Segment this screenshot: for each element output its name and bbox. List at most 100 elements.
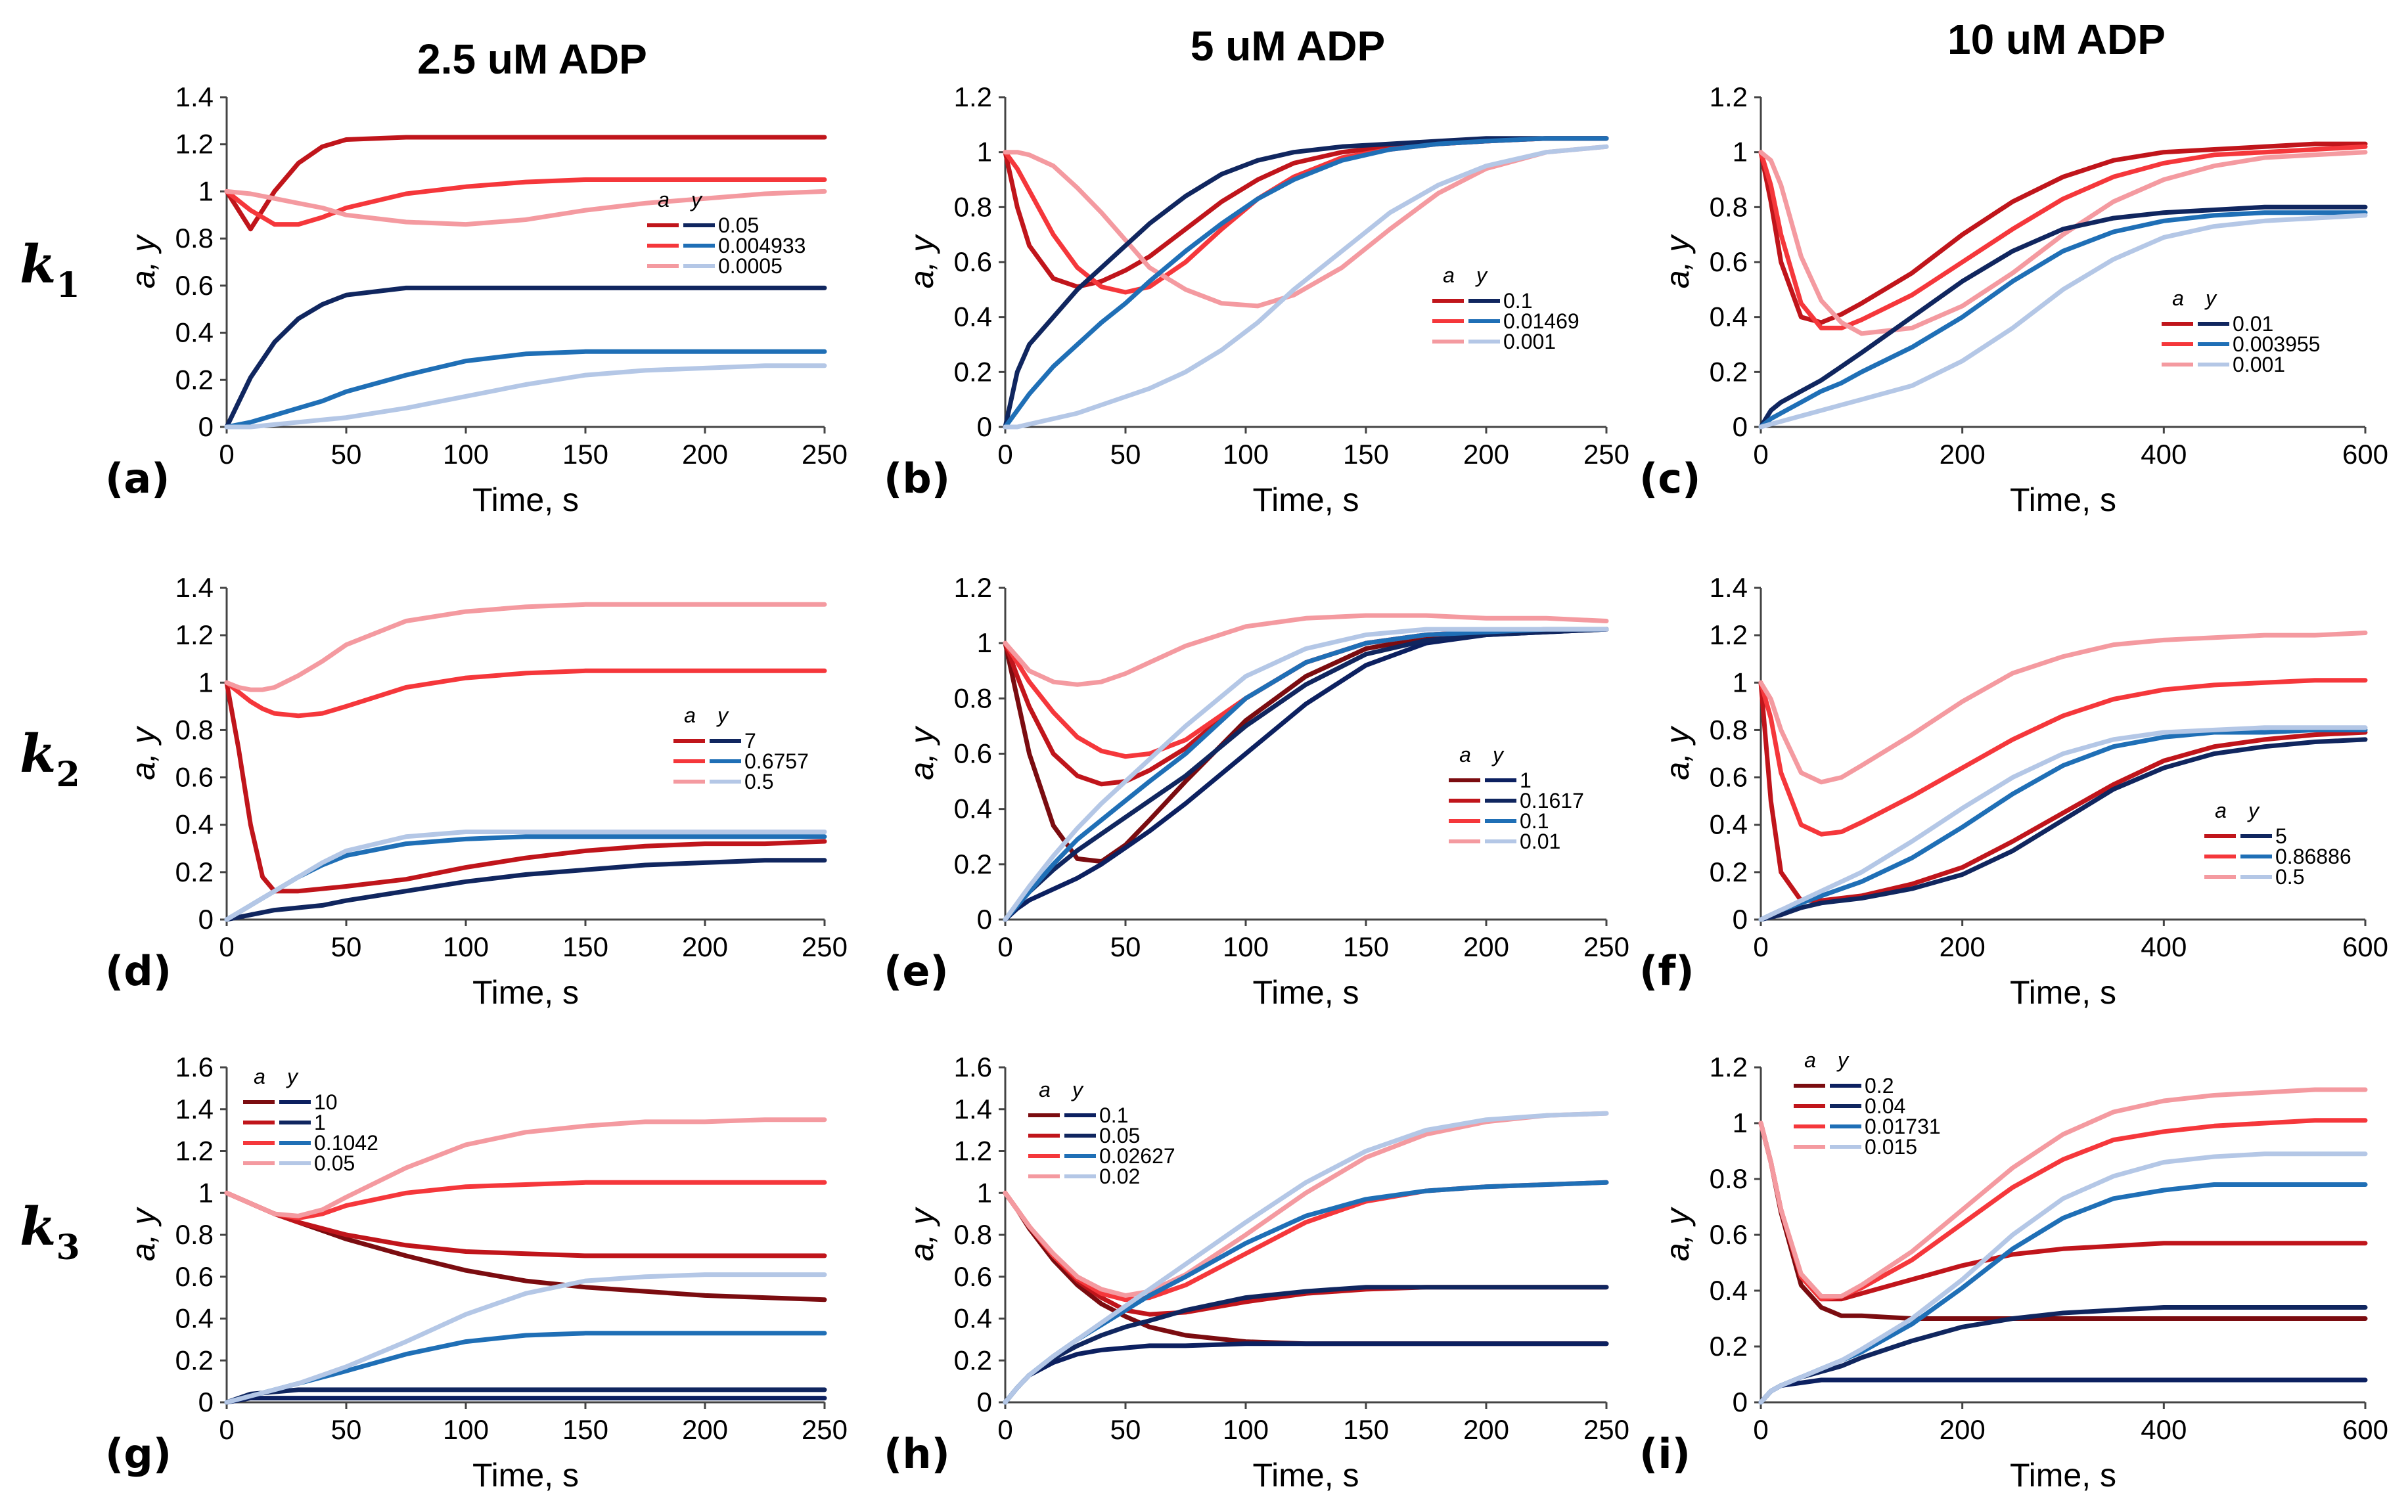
x-tick-label: 200 xyxy=(1940,1414,1986,1445)
y-tick-label: 0.2 xyxy=(1710,856,1748,887)
series-line xyxy=(224,177,827,227)
legend-label: 0.05 xyxy=(314,1151,355,1175)
x-tick-label: 250 xyxy=(1583,931,1629,962)
series-line xyxy=(1758,680,2368,903)
series-line xyxy=(1003,144,1609,430)
y-tick-label: 0.6 xyxy=(954,246,992,277)
y-tick-label: 0.8 xyxy=(1710,714,1748,745)
legend-label: 10 xyxy=(314,1090,338,1114)
y-tick-label: 0 xyxy=(977,1387,992,1417)
legend-header-y: y xyxy=(1491,743,1505,767)
legend-label: 1 xyxy=(1520,768,1532,792)
series-line xyxy=(1003,1111,1609,1405)
y-tick-label: 1.6 xyxy=(954,1052,992,1082)
legend-header-y: y xyxy=(2204,286,2217,310)
series-line xyxy=(224,1190,827,1258)
x-tick-label: 0 xyxy=(997,931,1012,962)
legend-header-a: a xyxy=(254,1065,265,1088)
series-line xyxy=(1003,136,1609,430)
legend-label: 0.02 xyxy=(1099,1165,1140,1188)
legend-header-y: y xyxy=(1475,263,1488,287)
y-axis-label: a, y xyxy=(1659,234,1696,289)
y-tick-label: 0.4 xyxy=(954,301,992,332)
x-tick-label: 100 xyxy=(1223,931,1269,962)
legend-header-a: a xyxy=(684,703,696,727)
y-tick-label: 1 xyxy=(977,627,992,658)
series-line xyxy=(1758,1151,2368,1405)
row-label-k1: k1 xyxy=(20,233,80,305)
y-axis-label: a, y xyxy=(125,725,162,780)
y-tick-label: 0.6 xyxy=(1710,762,1748,793)
y-tick-label: 1.2 xyxy=(1710,1052,1748,1082)
y-tick-label: 0.2 xyxy=(954,356,992,387)
y-tick-label: 1 xyxy=(198,667,214,698)
legend-label: 0.86886 xyxy=(2275,845,2351,868)
series-line xyxy=(224,363,827,430)
x-axis-label: Time, s xyxy=(1252,481,1359,518)
series-line xyxy=(1003,136,1609,430)
x-tick-label: 50 xyxy=(331,1414,362,1445)
y-tick-label: 0.2 xyxy=(954,1345,992,1375)
x-tick-label: 100 xyxy=(443,931,489,962)
y-tick-label: 0.2 xyxy=(954,849,992,879)
x-tick-label: 200 xyxy=(1463,931,1509,962)
panel-label: (g) xyxy=(105,1430,171,1478)
series-line xyxy=(1003,627,1609,922)
legend-header-y: y xyxy=(1071,1078,1084,1101)
series-line xyxy=(224,668,827,719)
y-tick-label: 0.6 xyxy=(175,1261,214,1292)
y-tick-label: 0 xyxy=(977,904,992,935)
legend-label: 0.015 xyxy=(1865,1135,1917,1159)
series-line xyxy=(224,858,827,922)
x-tick-label: 600 xyxy=(2342,931,2388,962)
y-tick-label: 1.2 xyxy=(954,1136,992,1167)
x-tick-label: 100 xyxy=(1223,1414,1269,1445)
legend-label: 0.003955 xyxy=(2233,332,2320,356)
x-axis-label: Time, s xyxy=(2010,481,2116,518)
legend-label: 0.004933 xyxy=(718,234,806,257)
legend-label: 0.05 xyxy=(718,213,759,237)
x-tick-label: 150 xyxy=(1343,1414,1389,1445)
row-label-k3: k3 xyxy=(20,1195,80,1268)
x-tick-label: 150 xyxy=(562,1414,608,1445)
legend-label: 0.05 xyxy=(1099,1124,1140,1147)
x-tick-label: 200 xyxy=(682,1414,728,1445)
panel-label: (b) xyxy=(884,455,950,502)
series-line xyxy=(1758,678,2368,837)
panel-label: (e) xyxy=(884,947,949,995)
chart-d: 0 0.2 0.4 0.6 0.8 1 1.2 1.4 0 50 100 150 200 250 Time,… xyxy=(105,572,848,1011)
x-tick-label: 0 xyxy=(219,1414,234,1445)
series-line xyxy=(1003,1341,1609,1405)
x-tick-label: 150 xyxy=(562,439,608,470)
legend-label: 7 xyxy=(744,729,756,753)
y-tick-label: 0.4 xyxy=(954,1303,992,1334)
panel-label: (h) xyxy=(884,1430,950,1478)
y-tick-label: 0 xyxy=(1733,904,1748,935)
x-tick-label: 400 xyxy=(2141,931,2187,962)
series-line xyxy=(1003,1190,1609,1317)
x-tick-label: 0 xyxy=(1753,1414,1768,1445)
x-tick-label: 0 xyxy=(219,931,234,962)
y-tick-label: 1.2 xyxy=(1710,81,1748,112)
y-tick-label: 0.2 xyxy=(175,856,214,887)
legend-label: 1 xyxy=(314,1111,326,1134)
column-title-1: 2.5 uM ADP xyxy=(417,35,647,83)
x-tick-label: 50 xyxy=(331,931,362,962)
series-line xyxy=(1003,144,1609,309)
chart-g: 0 0.2 0.4 0.6 0.8 1 1.2 1.4 1.6 0 50 100 150 200 250 Ti… xyxy=(105,1052,848,1494)
y-tick-label: 1 xyxy=(1733,1107,1748,1138)
series-line xyxy=(224,135,827,232)
legend-header-a: a xyxy=(2215,799,2227,822)
y-axis-label: a, y xyxy=(125,234,162,289)
x-tick-label: 0 xyxy=(1753,931,1768,962)
y-axis-label: a, y xyxy=(903,234,940,289)
y-tick-label: 1.6 xyxy=(175,1052,214,1082)
y-tick-label: 1.2 xyxy=(954,81,992,112)
